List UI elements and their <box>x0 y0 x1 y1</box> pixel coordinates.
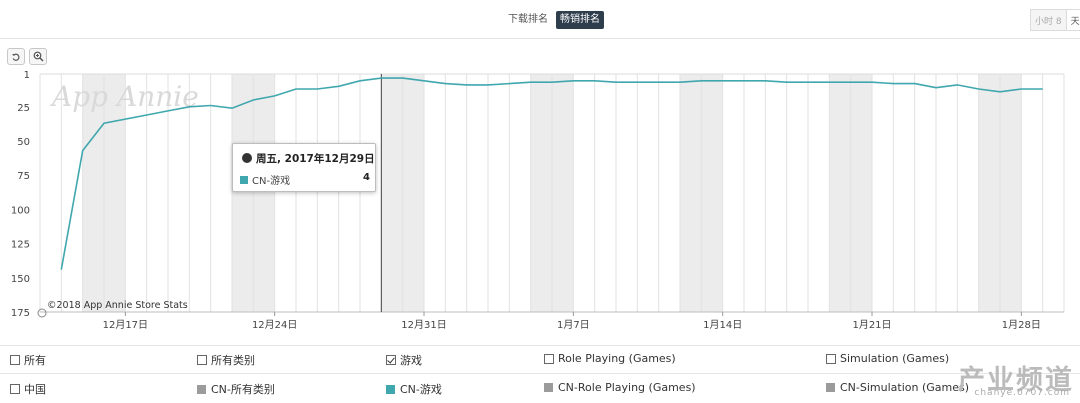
y-tick-label: 150 <box>11 274 30 285</box>
tooltip-series-name: CN-游戏 <box>252 176 291 187</box>
legend-series-cn-simulation[interactable]: CN-Simulation (Games) <box>826 381 969 394</box>
data-tooltip: 周五, 2017年12月29日 CN-游戏 4 <box>232 143 376 192</box>
series-swatch <box>544 383 553 392</box>
tab-downloads[interactable]: 下载排名 <box>508 14 548 25</box>
legend-series-cn-games[interactable]: CN-游戏 <box>386 381 442 397</box>
legend-filter-all[interactable]: 所有 <box>10 352 46 368</box>
globe-icon <box>242 153 252 163</box>
x-tick-label: 12月24日 <box>252 319 297 331</box>
series-swatch <box>197 384 206 394</box>
app-annie-watermark: App Annie <box>49 80 199 113</box>
tooltip-date: 周五, 2017年12月29日 <box>256 153 375 165</box>
x-tick-label: 1月21日 <box>852 319 891 331</box>
legend-series-cn-role-playing[interactable]: CN-Role Playing (Games) <box>544 381 696 394</box>
legend-filter-simulation[interactable]: Simulation (Games) <box>826 352 949 365</box>
checkbox-checked[interactable] <box>386 355 396 365</box>
legend-filter-role-playing[interactable]: Role Playing (Games) <box>544 352 676 365</box>
x-tick-label: 1月28日 <box>1002 319 1041 331</box>
legend-filter-all-categories[interactable]: 所有类别 <box>197 352 255 368</box>
series-line-cn-games <box>60 77 1043 270</box>
checkbox[interactable] <box>544 353 554 364</box>
chart-grid <box>39 73 1065 313</box>
site-watermark: 产业频道 chanye.0707.com <box>928 354 1076 398</box>
y-tick-label: 1 <box>24 70 30 81</box>
legend-country-china[interactable]: 中国 <box>10 381 46 397</box>
y-tick-label: 100 <box>11 205 30 216</box>
site-watermark-url: chanye.0707.com <box>974 388 1070 398</box>
legend-divider-mid <box>0 373 1080 374</box>
tab-grossing[interactable]: 畅销排名 <box>556 11 604 29</box>
y-tick-label: 50 <box>17 137 30 148</box>
y-tick-label: 25 <box>17 103 30 114</box>
header-divider <box>0 38 1080 39</box>
y-tick-label: 75 <box>17 171 30 182</box>
x-axis: 12月17日 12月24日 12月31日 1月7日 1月14日 1月21日 1月28日 <box>103 312 1041 331</box>
zoom-in-button[interactable] <box>29 48 47 65</box>
granularity-toggle: 小时 8 天 <box>1030 9 1080 31</box>
tooltip-date-row: 周五, 2017年12月29日 <box>242 151 375 166</box>
x-tick-label: 1月7日 <box>557 319 590 331</box>
undo-icon <box>12 53 20 61</box>
legend-filter-games[interactable]: 游戏 <box>386 352 422 368</box>
legend-panel: 所有 所有类别 游戏 Role Playing (Games) Simulati… <box>0 345 1080 403</box>
reset-zoom-button[interactable] <box>7 48 25 65</box>
copyright-text: ©2018 App Annie Store Stats <box>47 300 188 311</box>
checkbox[interactable] <box>197 355 207 365</box>
tooltip-series-row: CN-游戏 4 <box>240 172 370 187</box>
y-tick-label: 175 <box>11 308 30 319</box>
granularity-day[interactable]: 天 <box>1065 10 1080 30</box>
zoom-in-icon <box>33 51 44 62</box>
series-swatch <box>826 383 835 392</box>
series-swatch <box>386 384 395 394</box>
y-tick-label: 125 <box>11 240 30 251</box>
granularity-hour[interactable]: 小时 8 <box>1035 16 1062 27</box>
x-tick-label: 12月17日 <box>103 319 148 331</box>
site-watermark-title: 产业频道 <box>958 365 1074 396</box>
tooltip-value: 4 <box>363 172 370 183</box>
legend-series-cn-all-categories[interactable]: CN-所有类别 <box>197 381 275 397</box>
checkbox[interactable] <box>826 353 836 364</box>
checkbox[interactable] <box>10 384 20 394</box>
clock-icon <box>37 308 47 318</box>
x-tick-label: 1月14日 <box>703 319 742 331</box>
checkbox[interactable] <box>10 355 20 365</box>
legend-divider-top <box>0 345 1080 346</box>
tooltip-series-swatch <box>240 176 248 184</box>
x-tick-label: 12月31日 <box>401 319 446 331</box>
ranking-tabs: 下载排名 畅销排名 <box>504 11 604 29</box>
